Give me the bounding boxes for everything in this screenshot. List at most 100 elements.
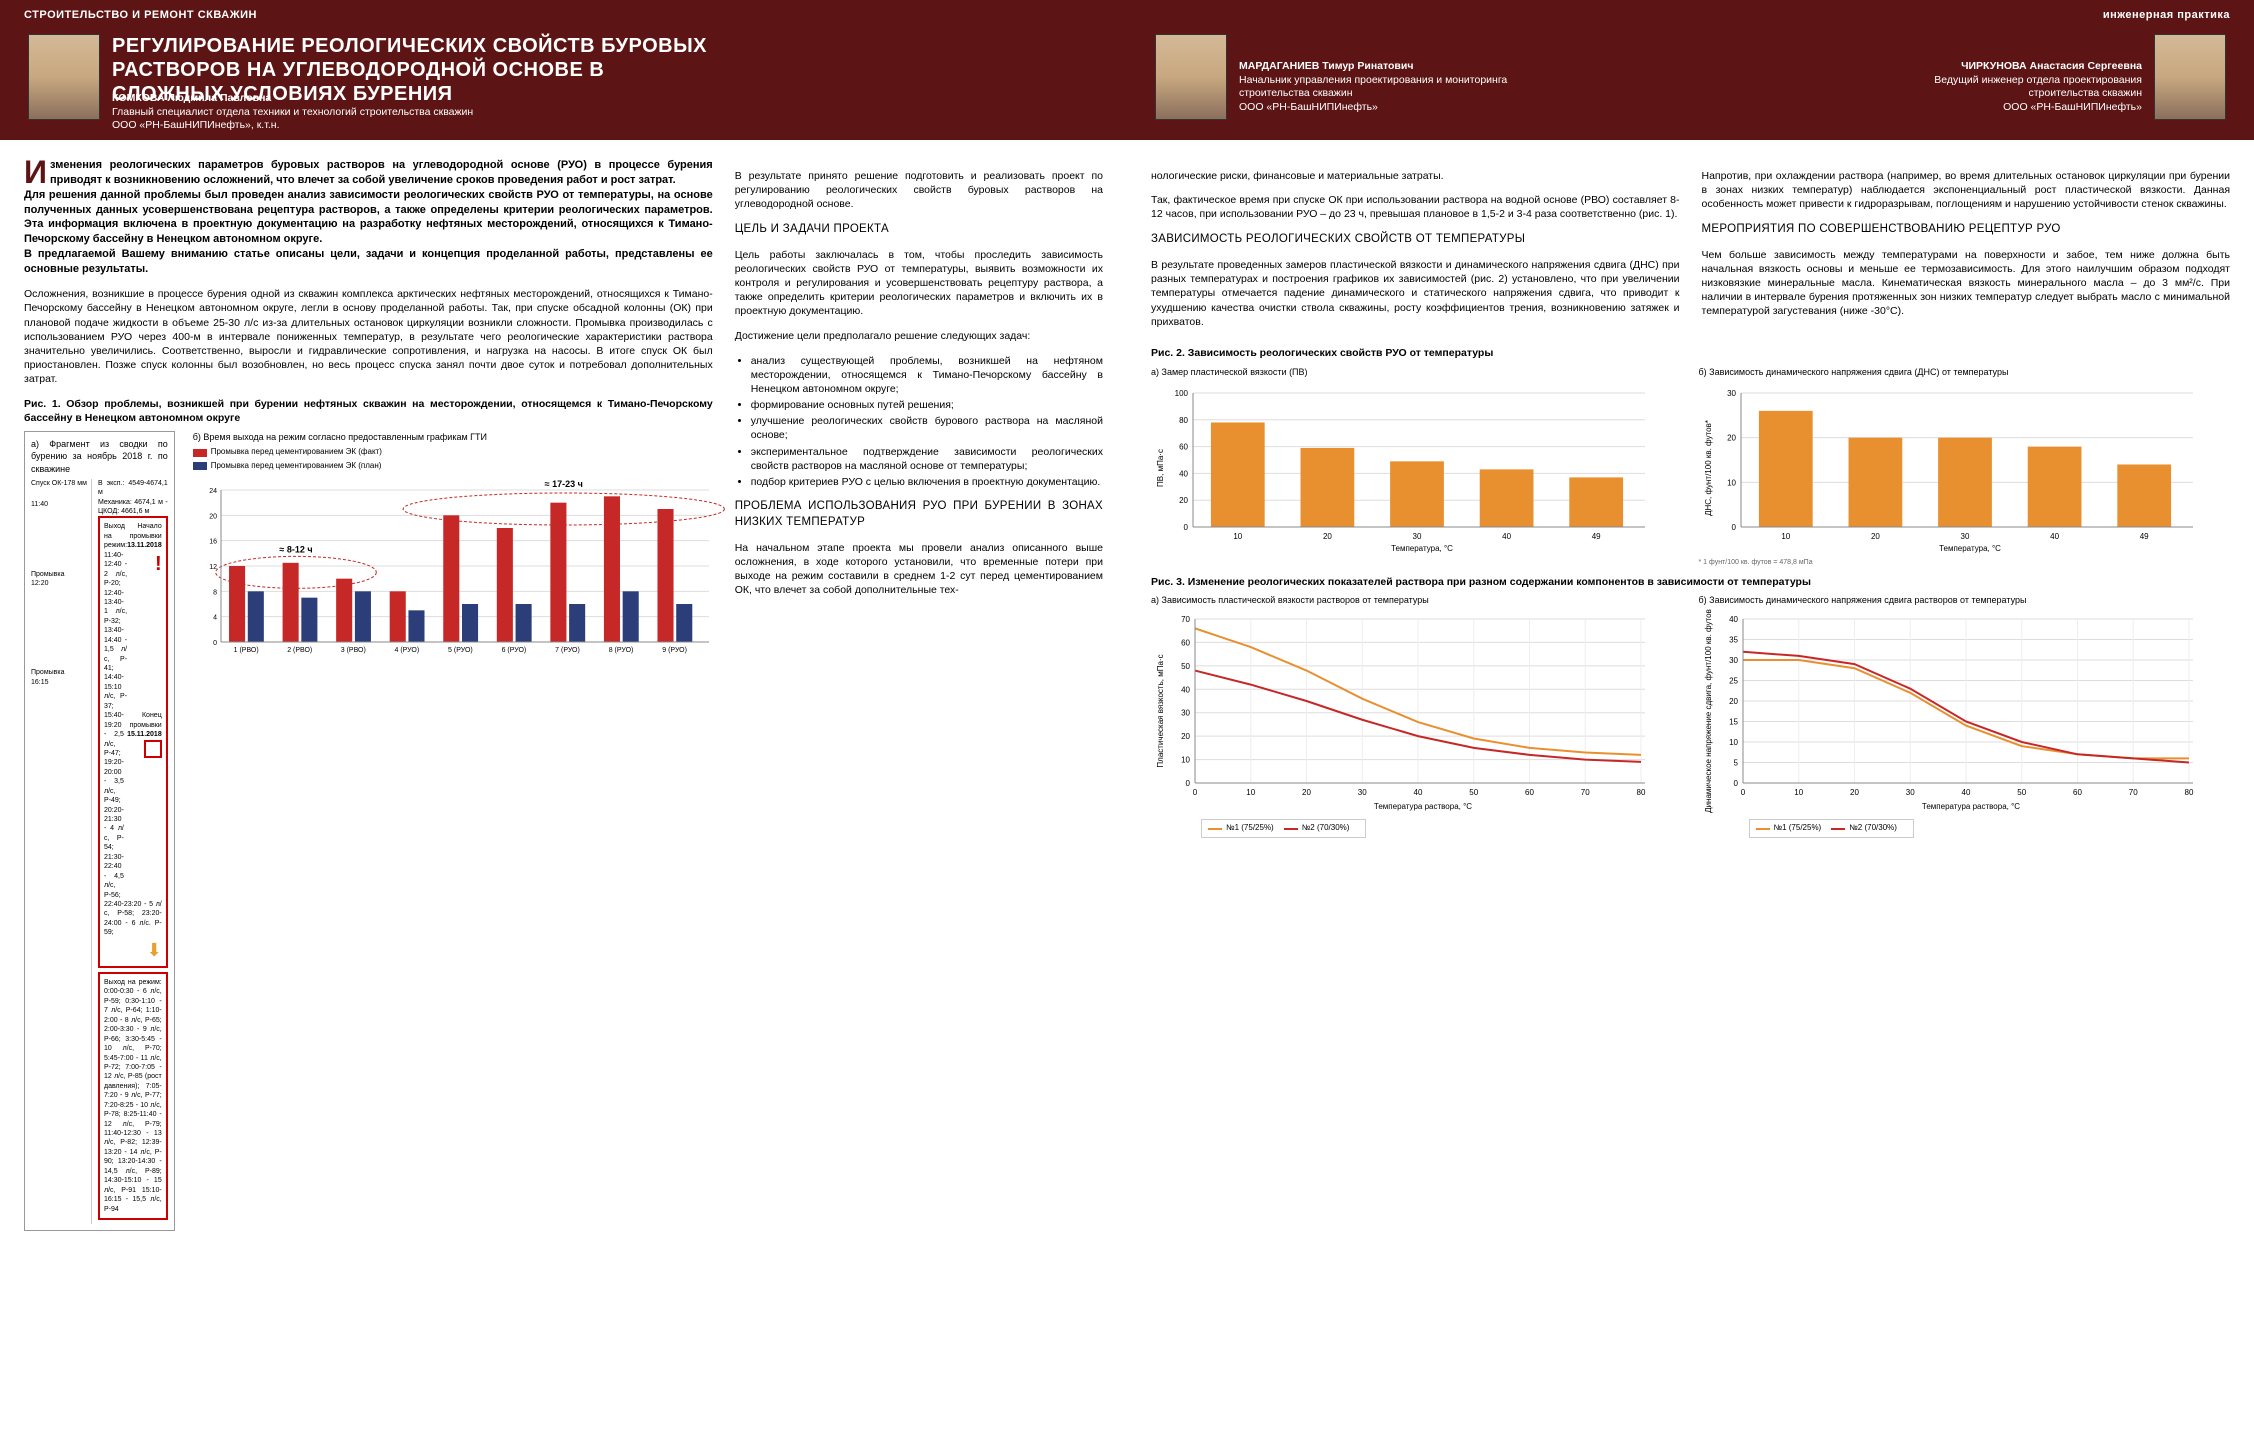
para: Чем больше зависимость между температура… <box>1702 248 2231 319</box>
svg-text:20: 20 <box>209 513 217 520</box>
svg-text:0: 0 <box>1740 788 1745 797</box>
svg-text:ДНС, фунт/100 кв. футов*: ДНС, фунт/100 кв. футов* <box>1704 420 1713 516</box>
svg-text:40: 40 <box>1961 788 1970 797</box>
svg-text:49: 49 <box>2139 532 2148 541</box>
para: В результате принято решение подготовить… <box>735 169 1103 212</box>
header-right: инженерная практика МАРДАГАНИЕВ Тимур Ри… <box>1127 0 2254 140</box>
svg-text:20: 20 <box>1323 532 1332 541</box>
svg-text:0: 0 <box>213 640 217 647</box>
svg-text:30: 30 <box>1727 389 1736 398</box>
fig1: а) Фрагмент из сводки по бурению за нояб… <box>24 431 713 1231</box>
svg-text:Температура раствора, °С: Температура раствора, °С <box>1921 802 2019 811</box>
author-photo-1 <box>28 34 100 120</box>
svg-text:40: 40 <box>2050 532 2059 541</box>
svg-text:70: 70 <box>2128 788 2137 797</box>
warning-icon: ! <box>155 551 162 578</box>
svg-text:30: 30 <box>1905 788 1914 797</box>
svg-text:25: 25 <box>1729 676 1738 685</box>
para: Так, фактическое время при спуске ОК при… <box>1151 193 1680 221</box>
heading: МЕРОПРИЯТИЯ ПО СОВЕРШЕНСТВОВАНИЮ РЕЦЕПТУ… <box>1702 222 2231 238</box>
svg-text:ПВ, мПа·с: ПВ, мПа·с <box>1156 449 1165 487</box>
svg-text:8: 8 <box>213 589 217 596</box>
author-1: КОМКОВА Людмила Павловна Главный специал… <box>112 92 612 133</box>
svg-text:≈ 8-12 ч: ≈ 8-12 ч <box>279 544 312 554</box>
svg-text:8 (РУО): 8 (РУО) <box>608 647 633 654</box>
column-3: нологические риски, финансовые и материа… <box>1151 158 1680 339</box>
svg-text:0: 0 <box>1731 523 1736 532</box>
svg-text:49: 49 <box>1592 532 1601 541</box>
fig3-caption: Рис. 3. Изменение реологических показате… <box>1151 576 2230 590</box>
para: На начальном этапе проекта мы провели ан… <box>735 541 1103 598</box>
fig1-panel-a: а) Фрагмент из сводки по бурению за нояб… <box>24 431 175 1231</box>
svg-text:2 (РВО): 2 (РВО) <box>287 647 312 654</box>
svg-text:60: 60 <box>1525 788 1534 797</box>
svg-text:30: 30 <box>1413 532 1422 541</box>
fig2: а) Замер пластической вязкости (ПВ) 0204… <box>1151 367 2230 567</box>
para: нологические риски, финансовые и материа… <box>1151 169 1680 183</box>
column-2: В результате принято решение подготовить… <box>735 158 1103 1231</box>
fig3: а) Зависимость пластической вязкости рас… <box>1151 595 2230 838</box>
svg-text:5 (РУО): 5 (РУО) <box>448 647 473 654</box>
svg-text:10: 10 <box>1246 788 1255 797</box>
svg-text:0: 0 <box>1193 788 1198 797</box>
svg-text:10: 10 <box>1181 755 1190 764</box>
svg-text:0: 0 <box>1733 779 1738 788</box>
svg-text:16: 16 <box>209 538 217 545</box>
author-2: МАРДАГАНИЕВ Тимур Ринатович Начальник уп… <box>1239 60 1519 115</box>
svg-text:50: 50 <box>2017 788 2026 797</box>
task-list: анализ существующей проблемы, возникшей … <box>735 354 1103 490</box>
svg-text:40: 40 <box>1179 469 1188 478</box>
svg-text:60: 60 <box>1181 638 1190 647</box>
heading: ЗАВИСИМОСТЬ РЕОЛОГИЧЕСКИХ СВОЙСТВ ОТ ТЕМ… <box>1151 232 1680 248</box>
svg-text:20: 20 <box>1729 697 1738 706</box>
para: Осложнения, возникшие в процессе бурения… <box>24 287 713 386</box>
svg-text:4 (РУО): 4 (РУО) <box>394 647 419 654</box>
svg-text:9 (РУО): 9 (РУО) <box>662 647 687 654</box>
arrow-down-icon: ⬇ <box>147 940 162 960</box>
section-label: СТРОИТЕЛЬСТВО И РЕМОНТ СКВАЖИН <box>24 8 257 22</box>
svg-text:70: 70 <box>1581 788 1590 797</box>
para: Напротив, при охлаждении раствора (напри… <box>1702 169 2231 212</box>
svg-text:60: 60 <box>2073 788 2082 797</box>
svg-text:30: 30 <box>1960 532 1969 541</box>
svg-text:10: 10 <box>1729 738 1738 747</box>
svg-text:35: 35 <box>1729 635 1738 644</box>
svg-text:40: 40 <box>1729 615 1738 624</box>
svg-text:≈ 17-23 ч: ≈ 17-23 ч <box>544 479 582 489</box>
svg-text:Температура, °С: Температура, °С <box>1391 544 1453 553</box>
svg-text:20: 20 <box>1850 788 1859 797</box>
fig3-panel-b: б) Зависимость динамического напряжения … <box>1699 595 2231 838</box>
svg-text:10: 10 <box>1794 788 1803 797</box>
svg-text:20: 20 <box>1179 496 1188 505</box>
fig3-panel-a: а) Зависимость пластической вязкости рас… <box>1151 595 1683 838</box>
fig2-panel-b: б) Зависимость динамического напряжения … <box>1699 367 2231 567</box>
svg-text:Пластическая вязкость, мПа·с: Пластическая вязкость, мПа·с <box>1156 654 1165 767</box>
svg-text:15: 15 <box>1729 717 1738 726</box>
svg-text:6 (РУО): 6 (РУО) <box>501 647 526 654</box>
svg-text:80: 80 <box>1637 788 1646 797</box>
column-1: Изменения реологических параметров буров… <box>24 158 713 1231</box>
svg-text:70: 70 <box>1181 615 1190 624</box>
svg-text:100: 100 <box>1175 389 1189 398</box>
svg-text:10: 10 <box>1233 532 1242 541</box>
svg-text:0: 0 <box>1184 523 1189 532</box>
fig1-caption: Рис. 1. Обзор проблемы, возникшей при бу… <box>24 397 713 425</box>
para: В результате проведенных замеров пластич… <box>1151 258 1680 329</box>
svg-text:40: 40 <box>1502 532 1511 541</box>
svg-text:5: 5 <box>1733 758 1738 767</box>
svg-text:12: 12 <box>209 564 217 571</box>
header-left: СТРОИТЕЛЬСТВО И РЕМОНТ СКВАЖИН РЕГУЛИРОВ… <box>0 0 1127 140</box>
svg-text:20: 20 <box>1302 788 1311 797</box>
lead-text: Изменения реологических параметров буров… <box>24 158 713 277</box>
author-photo-2 <box>1155 34 1227 120</box>
svg-text:30: 30 <box>1358 788 1367 797</box>
highlight-box-2: Выход на режим: 0:00-0:30 - 6 л/с, P-59;… <box>98 972 168 1220</box>
svg-text:0: 0 <box>1186 779 1191 788</box>
highlight-box-1: Выход на режим: 11:40-12:40 - 2 л/с, P-2… <box>98 516 168 968</box>
svg-text:10: 10 <box>1727 478 1736 487</box>
journal-label: инженерная практика <box>2103 8 2230 22</box>
svg-text:50: 50 <box>1181 662 1190 671</box>
fig1-panel-b: б) Время выхода на режим согласно предос… <box>193 431 713 1231</box>
svg-text:24: 24 <box>209 488 217 495</box>
svg-text:4: 4 <box>213 614 217 621</box>
